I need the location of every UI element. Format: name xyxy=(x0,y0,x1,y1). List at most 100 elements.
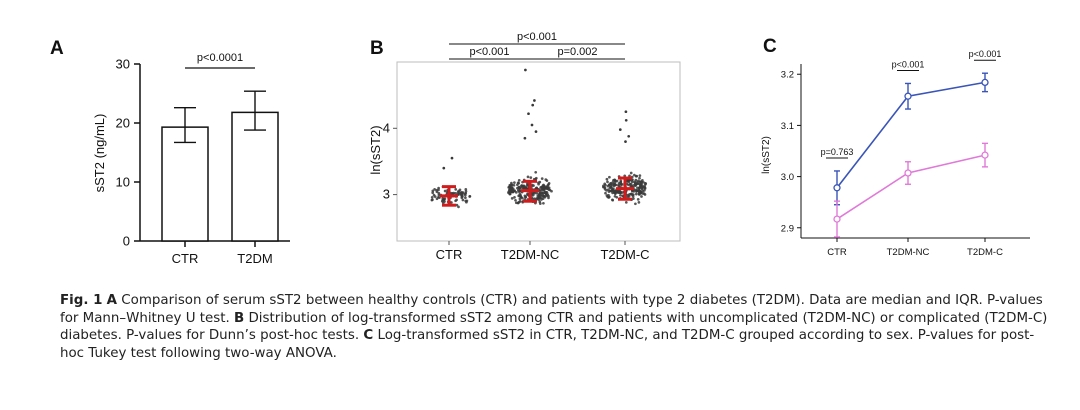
data-point xyxy=(454,188,458,191)
series-point xyxy=(833,184,841,192)
x-tick-label: CTR xyxy=(172,251,199,266)
data-point xyxy=(637,201,641,204)
x-tick-label: T2DM-NC xyxy=(887,247,930,258)
y-tick-label: 10 xyxy=(116,175,130,190)
data-point xyxy=(643,193,647,196)
data-point xyxy=(513,181,516,184)
data-point xyxy=(628,193,631,196)
data-point xyxy=(510,186,514,189)
data-point xyxy=(455,198,458,202)
significance-label: p=0.763 xyxy=(821,147,854,157)
panel-c-ylabel: ln(sST2) xyxy=(761,136,772,174)
data-point xyxy=(538,202,542,205)
caption-b-label: B xyxy=(234,310,245,326)
data-point xyxy=(605,177,609,181)
data-point xyxy=(635,189,639,193)
panel-c-label: C xyxy=(763,36,777,57)
data-point xyxy=(517,179,521,182)
data-point xyxy=(510,197,514,200)
data-point xyxy=(534,176,538,180)
data-point xyxy=(435,190,439,194)
data-point xyxy=(530,183,534,187)
data-point xyxy=(611,198,615,202)
data-point xyxy=(430,198,434,202)
data-point xyxy=(542,194,545,198)
data-point xyxy=(644,182,648,186)
data-point xyxy=(545,191,549,194)
data-point xyxy=(638,174,642,177)
data-point xyxy=(621,194,624,198)
data-point xyxy=(613,194,617,198)
data-point xyxy=(519,185,523,188)
data-point xyxy=(537,181,540,185)
outlier-point xyxy=(450,156,454,160)
x-tick-label: CTR xyxy=(436,247,463,262)
significance-label: p=0.002 xyxy=(557,46,597,58)
data-point xyxy=(442,197,446,201)
data-point xyxy=(634,202,637,206)
significance-label: p<0.001 xyxy=(969,49,1002,59)
data-point xyxy=(468,195,472,198)
data-point xyxy=(619,183,623,186)
data-point xyxy=(464,199,468,203)
series-point xyxy=(981,151,989,159)
y-tick-label: 2.9 xyxy=(781,223,794,234)
data-point xyxy=(631,193,635,196)
data-point xyxy=(626,180,629,183)
data-point xyxy=(535,191,539,195)
panel-c: C ln(sST2) 2.9 3.0 3.1 3.2 CTR T2DM-NC T2DM-C… xyxy=(761,36,1030,258)
data-point xyxy=(630,185,633,188)
data-point xyxy=(461,198,465,202)
data-point xyxy=(632,197,635,200)
data-point xyxy=(457,189,460,193)
bar-t2dm xyxy=(231,111,279,242)
data-point xyxy=(510,183,513,187)
outlier-point xyxy=(527,112,530,116)
data-point xyxy=(607,196,611,199)
data-point xyxy=(536,197,539,200)
data-point xyxy=(623,174,627,178)
data-point xyxy=(617,191,621,194)
data-point xyxy=(536,194,540,198)
data-point xyxy=(634,192,638,196)
y-tick-label: 3.1 xyxy=(781,121,794,132)
figure-caption: Fig. 1 A Comparison of serum sST2 betwee… xyxy=(60,292,1050,362)
outlier-point xyxy=(523,136,527,140)
data-point xyxy=(511,190,515,193)
y-tick-label: 3.2 xyxy=(781,70,794,81)
data-point xyxy=(518,199,522,203)
data-point xyxy=(454,191,457,195)
data-point xyxy=(542,201,545,205)
data-point xyxy=(606,184,610,188)
data-point xyxy=(514,191,518,194)
data-point xyxy=(621,191,624,194)
data-point xyxy=(609,184,612,187)
caption-c-text: Log-transformed sST2 in CTR, T2DM-NC, an… xyxy=(60,328,1035,361)
data-point xyxy=(542,188,546,191)
data-point xyxy=(642,180,645,184)
y-tick-label: 4 xyxy=(383,120,390,135)
data-point xyxy=(521,196,524,200)
data-point xyxy=(630,178,634,182)
y-tick-label: 3 xyxy=(383,187,390,202)
data-point xyxy=(610,189,614,192)
data-point xyxy=(606,180,609,184)
outlier-point xyxy=(624,140,627,143)
data-point xyxy=(636,198,640,201)
series-line-group-2 xyxy=(836,154,986,220)
data-point xyxy=(614,189,618,193)
data-point xyxy=(638,176,641,180)
data-point xyxy=(617,183,620,187)
data-point xyxy=(524,186,528,190)
series-point xyxy=(904,169,912,177)
data-point xyxy=(437,195,440,199)
data-point xyxy=(441,201,445,205)
data-point xyxy=(540,185,543,189)
data-point xyxy=(602,184,605,188)
panel-a: A sST2 (ng/mL) 0 10 20 30 CTR T2DM p<0.0001 xyxy=(50,38,290,266)
outlier-point xyxy=(524,68,527,72)
panel-a-label: A xyxy=(50,38,64,59)
data-point xyxy=(514,198,517,202)
data-point xyxy=(629,182,633,186)
data-point xyxy=(518,194,522,198)
